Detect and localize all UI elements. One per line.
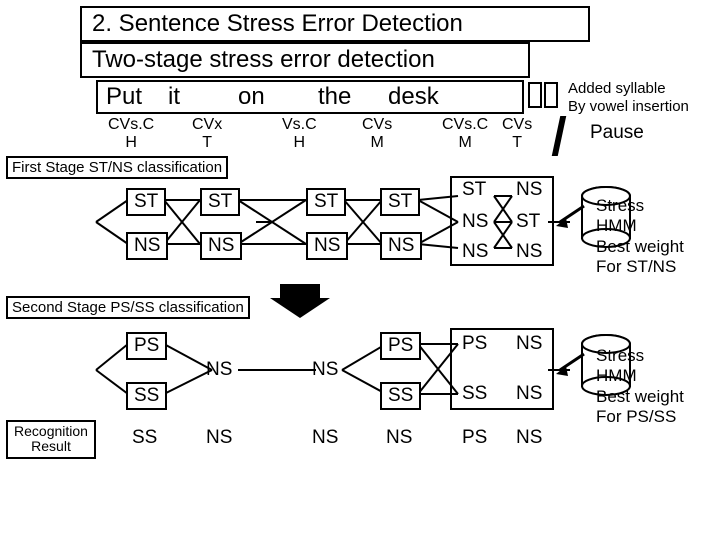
s1-c4-ns: NS <box>380 232 422 260</box>
phon-1a: CVx <box>192 116 222 134</box>
s2-c1-ps: PS <box>126 332 167 360</box>
phon-3: CVs M <box>362 116 392 151</box>
s1-c3-ns: NS <box>306 232 348 260</box>
word-row: Put it on the desk <box>96 80 524 114</box>
res-3: NS <box>306 426 344 450</box>
s1-c3-st: ST <box>306 188 346 216</box>
hmm2-l2: HMM <box>596 366 684 386</box>
s1-c1-st: ST <box>126 188 166 216</box>
res-1: SS <box>126 426 163 450</box>
phon-0: CVs.C H <box>108 116 154 151</box>
s2-c4-ss: SS <box>380 382 421 410</box>
hmm1-l2: HMM <box>596 216 684 236</box>
res-2: NS <box>200 426 238 450</box>
added-note: Added syllable By vowel insertion <box>568 80 689 116</box>
res-4: NS <box>380 426 418 450</box>
hmm2-arrow-icon <box>556 348 586 378</box>
added-l1: Added syllable <box>568 80 689 98</box>
hmm1-l4: For ST/NS <box>596 257 684 277</box>
recognition-result-box: Recognition Result <box>6 420 96 459</box>
pause-label: Pause <box>590 122 644 145</box>
stage1-label: First Stage ST/NS classification <box>6 156 228 179</box>
stage2-label: Second Stage PS/SS classification <box>6 296 250 319</box>
title-box: 2. Sentence Stress Error Detection <box>80 6 590 42</box>
hmm2-l1: Stress <box>596 346 684 366</box>
phon-5b: T <box>502 134 532 152</box>
phon-1: CVx T <box>192 116 222 151</box>
recog-l1: Recognition <box>12 424 90 439</box>
s1-c1-ns: NS <box>126 232 168 260</box>
s2-c5-box <box>450 328 554 410</box>
phon-0a: CVs.C <box>108 116 154 134</box>
s1-c4-st: ST <box>380 188 420 216</box>
phon-2b: H <box>282 134 317 152</box>
word-desk: desk <box>388 83 478 111</box>
added-l2: By vowel insertion <box>568 98 689 116</box>
s2-c1-ss: SS <box>126 382 167 410</box>
phon-2: Vs.C H <box>282 116 317 151</box>
phon-4a: CVs.C <box>442 116 488 134</box>
s1-c5-box <box>450 176 554 266</box>
title-text: 2. Sentence Stress Error Detection <box>92 10 463 37</box>
phon-5: CVs T <box>502 116 532 151</box>
word-put: Put <box>106 83 168 111</box>
word-the: the <box>318 83 388 111</box>
res-5a: PS <box>456 426 493 450</box>
phon-3b: M <box>362 134 392 152</box>
phon-1b: T <box>192 134 222 152</box>
res-5b: NS <box>510 426 548 450</box>
subtitle-box: Two-stage stress error detection <box>80 42 530 78</box>
hmm2-text: Stress HMM Best weight For PS/SS <box>596 346 684 428</box>
phon-4b: M <box>442 134 488 152</box>
hmm1-text: Stress HMM Best weight For ST/NS <box>596 196 684 278</box>
hmm2-l4: For PS/SS <box>596 407 684 427</box>
s2-c4-ps: PS <box>380 332 421 360</box>
s1-c2-st: ST <box>200 188 240 216</box>
hmm1-arrow-icon <box>556 200 586 230</box>
phon-0b: H <box>108 134 154 152</box>
s2-c3-ns: NS <box>306 358 344 382</box>
phon-4: CVs.C M <box>442 116 488 151</box>
hmm2-l3: Best weight <box>596 387 684 407</box>
big-arrow <box>270 284 330 318</box>
phon-2a: Vs.C <box>282 116 317 134</box>
insert-box-2 <box>544 82 558 108</box>
hmm1-l3: Best weight <box>596 237 684 257</box>
subtitle-text: Two-stage stress error detection <box>92 46 435 73</box>
phon-5a: CVs <box>502 116 532 134</box>
s2-c2-ns: NS <box>200 358 238 382</box>
recog-l2: Result <box>12 439 90 454</box>
word-it: it <box>168 83 238 111</box>
pause-bar <box>552 116 567 156</box>
phon-3a: CVs <box>362 116 392 134</box>
word-on: on <box>238 83 318 111</box>
s1-c2-ns: NS <box>200 232 242 260</box>
insert-box-1 <box>528 82 542 108</box>
hmm1-l1: Stress <box>596 196 684 216</box>
